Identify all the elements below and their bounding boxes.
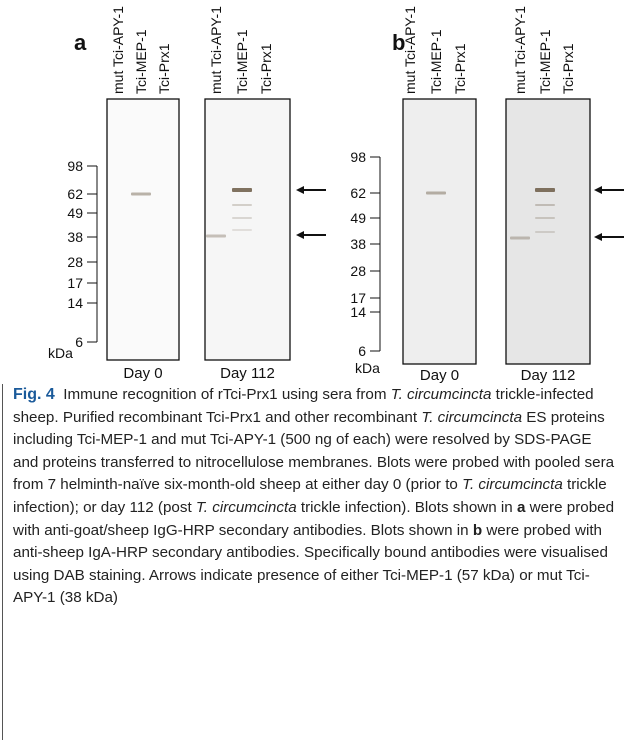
unit-label: kDa [48, 345, 73, 361]
figure: a mut Tci-APY-1 Tci-MEP-1 Tci-Prx1 Day 0 mut … [0, 0, 636, 384]
band [426, 192, 446, 195]
lane-label: Tci-Prx1 [560, 43, 576, 94]
band [232, 204, 252, 206]
marker-label: 6 [75, 334, 83, 350]
caption-italic: T. circumcincta [391, 386, 492, 403]
marker-label: 49 [67, 205, 83, 221]
arrow-head [594, 186, 602, 194]
day-label: Day 0 [123, 365, 162, 382]
caption-italic: T. circumcincta [196, 499, 297, 516]
caption-text: trickle infection). Blots shown in [297, 499, 517, 516]
marker-label: 28 [67, 254, 83, 270]
lane-label: Tci-Prx1 [452, 43, 468, 94]
caption-bold: b [473, 522, 482, 539]
band [535, 204, 555, 206]
marker-label: 14 [350, 304, 366, 320]
band [131, 193, 151, 196]
band [510, 237, 530, 240]
marker-label: 14 [67, 295, 83, 311]
marker-label: 62 [67, 186, 83, 202]
lane-label: mut Tci-APY-1 [512, 6, 528, 94]
marker-label: 28 [350, 263, 366, 279]
lane-label: Tci-MEP-1 [428, 29, 444, 94]
band [535, 231, 555, 233]
day-label: Day 0 [420, 367, 459, 384]
lane-label: mut Tci-APY-1 [402, 6, 418, 94]
band [232, 217, 252, 219]
marker-label: 98 [67, 158, 83, 174]
caption: Fig. 4 Immune recognition of rTci-Prx1 u… [2, 384, 619, 740]
marker-label: 98 [350, 149, 366, 165]
marker-label: 38 [67, 229, 83, 245]
lane-label: Tci-Prx1 [258, 43, 274, 94]
lane-label: Tci-MEP-1 [234, 29, 250, 94]
band [232, 229, 252, 231]
caption-italic: T. circumcincta [462, 476, 563, 493]
blot [403, 99, 476, 364]
lane-label: mut Tci-APY-1 [110, 6, 126, 94]
arrow-head [594, 233, 602, 241]
band [535, 217, 555, 219]
caption-label: Fig. 4 [13, 386, 55, 403]
marker-label: 38 [350, 236, 366, 252]
day-label: Day 112 [521, 367, 576, 384]
blot [107, 99, 179, 360]
caption-italic: T. circumcincta [421, 409, 522, 426]
marker-label: 49 [350, 210, 366, 226]
band [206, 235, 226, 238]
unit-label: kDa [355, 360, 380, 376]
marker-label: 62 [350, 185, 366, 201]
arrow-head [296, 231, 304, 239]
panel-label: a [74, 30, 87, 55]
marker-label: 17 [67, 275, 83, 291]
band [232, 188, 252, 192]
lane-label: Tci-Prx1 [156, 43, 172, 94]
day-label: Day 112 [220, 365, 275, 382]
page: a mut Tci-APY-1 Tci-MEP-1 Tci-Prx1 Day 0 mut … [0, 0, 636, 741]
lane-label: Tci-MEP-1 [133, 29, 149, 94]
arrow-head [296, 186, 304, 194]
marker-label: 6 [358, 343, 366, 359]
band [535, 188, 555, 192]
lane-label: mut Tci-APY-1 [208, 6, 224, 94]
lane-label: Tci-MEP-1 [537, 29, 553, 94]
caption-text: Immune recognition of rTci-Prx1 using se… [63, 386, 391, 403]
